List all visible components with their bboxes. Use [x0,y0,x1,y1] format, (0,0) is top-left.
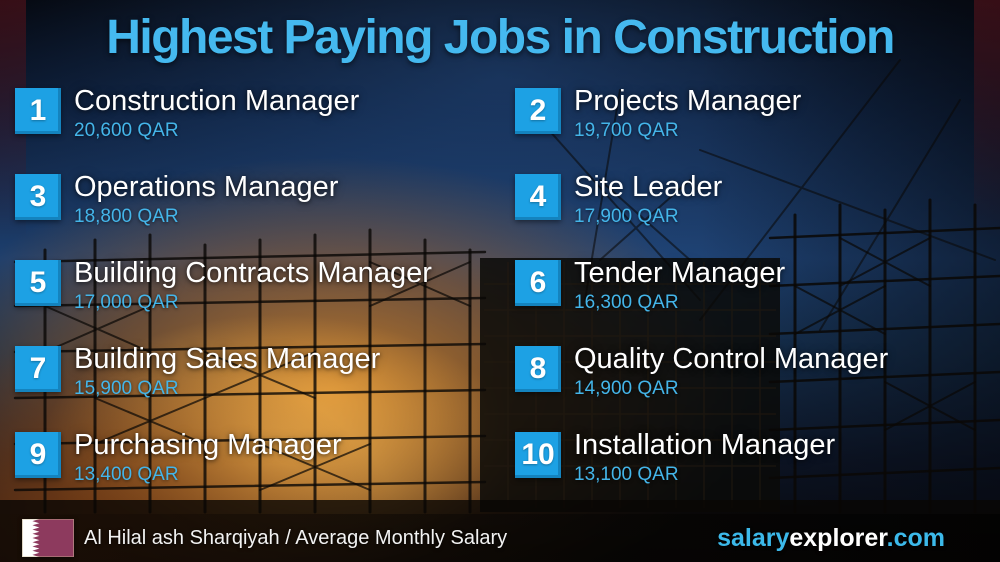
job-title: Operations Manager [74,171,339,203]
jobs-list: 1 Construction Manager 20,600 QAR 2 Proj… [15,85,987,518]
job-salary: 17,000 QAR [74,292,179,313]
rank-badge: 3 [15,174,61,220]
list-item: 1 Construction Manager 20,600 QAR [15,85,515,174]
list-item: 8 Quality Control Manager 14,900 QAR [515,343,985,432]
brand-tld: .com [886,523,945,552]
job-salary: 16,300 QAR [574,292,679,313]
rank-badge: 6 [515,260,561,306]
rank-badge: 1 [15,88,61,134]
list-item: 3 Operations Manager 18,800 QAR [15,171,515,260]
job-title: Projects Manager [574,85,802,117]
list-item: 4 Site Leader 17,900 QAR [515,171,985,260]
job-salary: 19,700 QAR [574,120,679,141]
qatar-flag-icon [22,519,74,557]
job-title: Quality Control Manager [574,343,889,375]
job-title: Installation Manager [574,429,836,461]
rank-badge: 7 [15,346,61,392]
job-salary: 13,100 QAR [574,464,679,485]
job-title: Purchasing Manager [74,429,342,461]
job-title: Construction Manager [74,85,360,117]
job-salary: 15,900 QAR [74,378,179,399]
job-salary: 17,900 QAR [574,206,679,227]
rank-badge: 10 [515,432,561,478]
brand-salary: salary [717,523,790,552]
list-item: 10 Installation Manager 13,100 QAR [515,429,985,518]
footer-caption: Al Hilal ash Sharqiyah / Average Monthly… [84,526,508,549]
rank-badge: 5 [15,260,61,306]
job-title: Building Sales Manager [74,343,381,375]
list-item: 6 Tender Manager 16,300 QAR [515,257,985,346]
brand-logo: salaryexplorer.com [717,524,945,553]
job-salary: 20,600 QAR [74,120,179,141]
job-title: Building Contracts Manager [74,257,432,289]
job-title: Site Leader [574,171,723,203]
job-salary: 14,900 QAR [574,378,679,399]
rank-badge: 8 [515,346,561,392]
job-title: Tender Manager [574,257,786,289]
rank-badge: 9 [15,432,61,478]
brand-explorer: explorer [789,523,887,552]
page-title: Highest Paying Jobs in Construction [106,11,895,64]
job-salary: 13,400 QAR [74,464,179,485]
list-item: 2 Projects Manager 19,700 QAR [515,85,985,174]
list-item: 9 Purchasing Manager 13,400 QAR [15,429,515,518]
footer-bar: Al Hilal ash Sharqiyah / Average Monthly… [0,514,1000,562]
list-item: 7 Building Sales Manager 15,900 QAR [15,343,515,432]
rank-badge: 2 [515,88,561,134]
list-item: 5 Building Contracts Manager 17,000 QAR [15,257,515,346]
job-salary: 18,800 QAR [74,206,179,227]
rank-badge: 4 [515,174,561,220]
